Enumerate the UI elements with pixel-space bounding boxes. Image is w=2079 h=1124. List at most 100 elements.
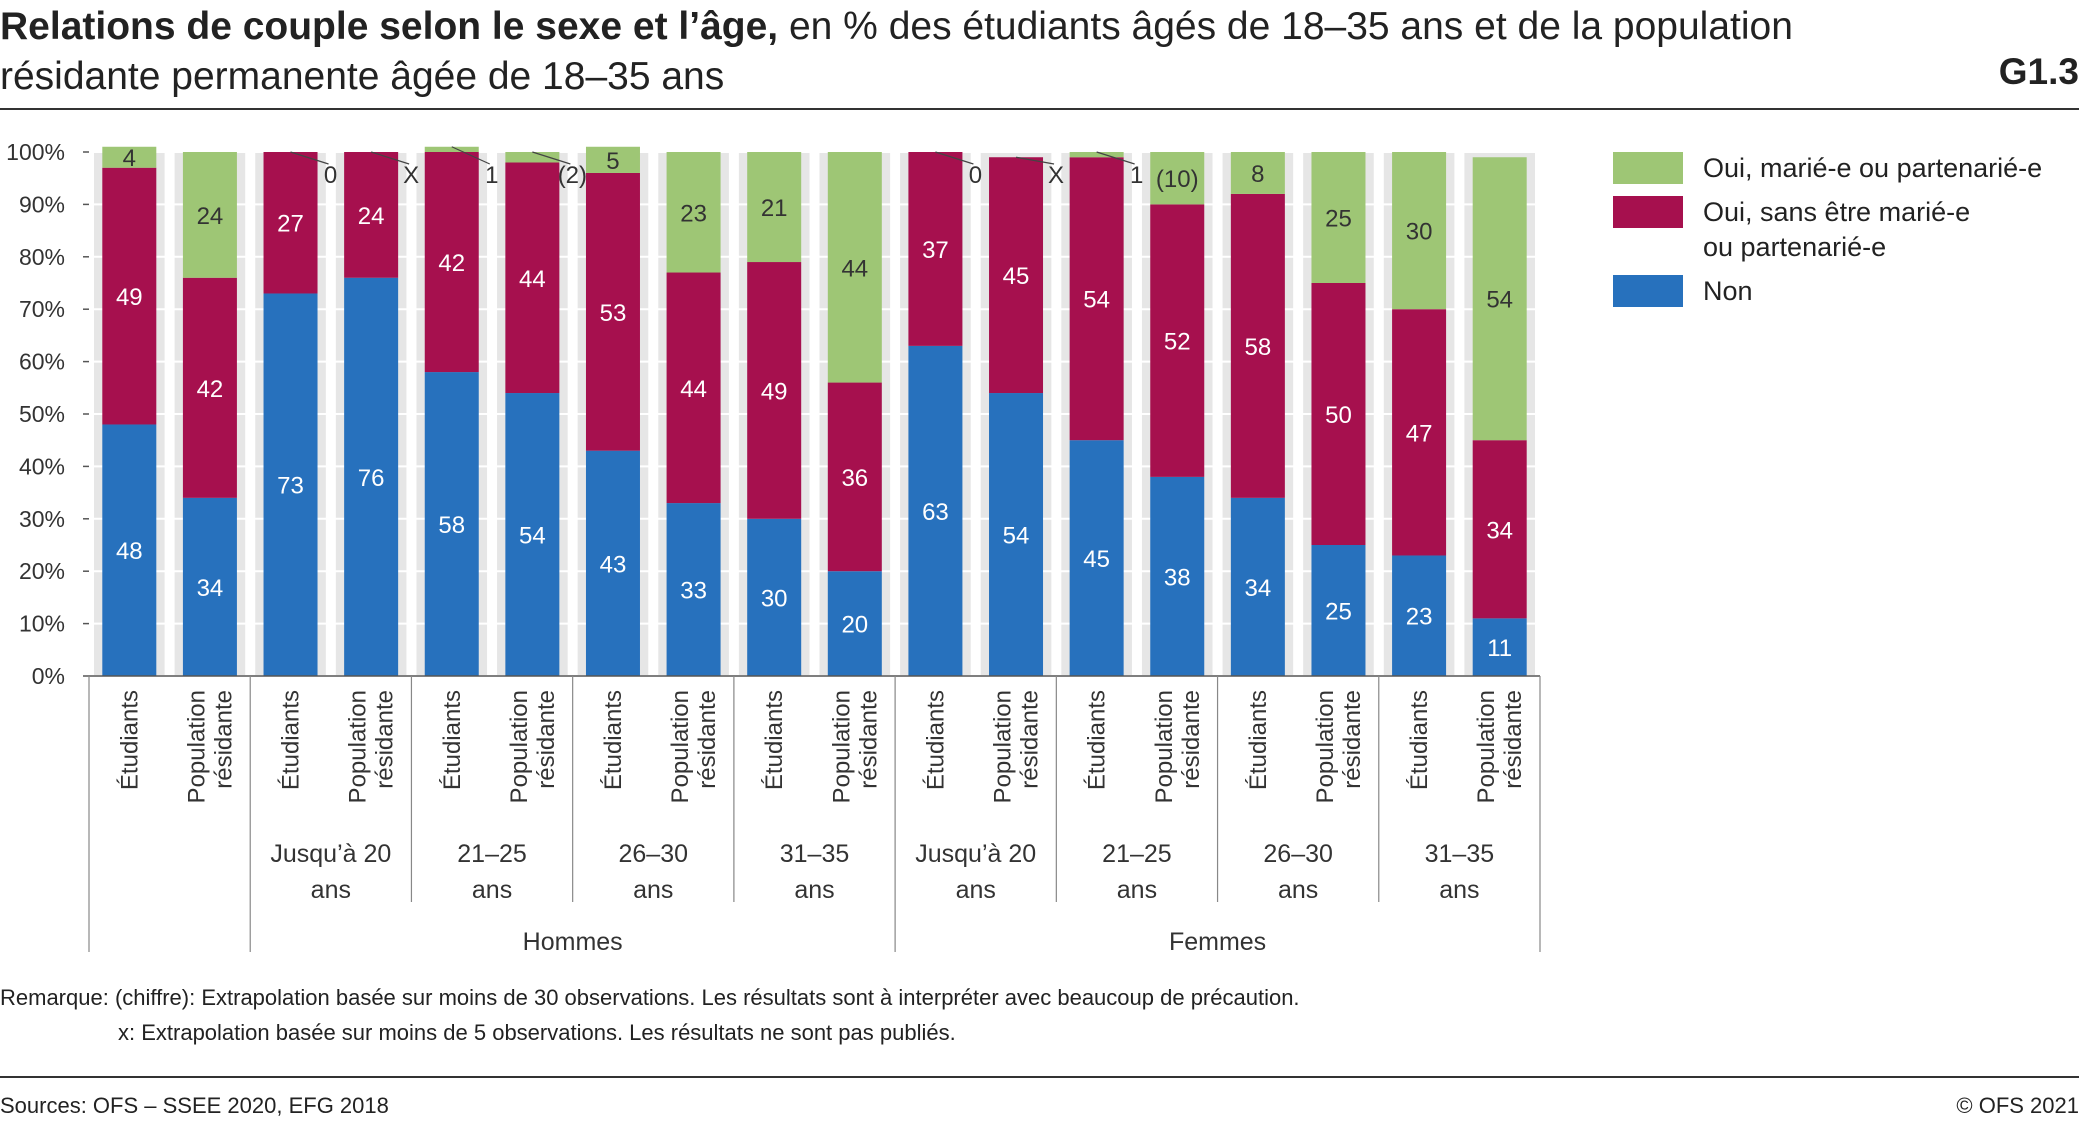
bar-segment <box>827 571 882 676</box>
age-group-label: 31–35 <box>1425 840 1495 868</box>
bar-segment <box>1472 440 1527 619</box>
data-label: 53 <box>600 300 627 327</box>
chart-title-bold: Relations de couple selon le sexe et l’â… <box>0 5 779 48</box>
y-tick-label: 20% <box>19 558 65 584</box>
bar-segment <box>666 503 721 676</box>
bar-segment <box>585 172 640 451</box>
bar-segment <box>1392 152 1447 310</box>
sex-group-label: Femmes <box>1169 928 1266 956</box>
bar-segment <box>747 262 802 519</box>
y-tick-label: 100% <box>6 139 65 165</box>
legend-label-non: Non <box>1703 276 1753 306</box>
y-tick-label: 90% <box>19 191 65 217</box>
age-group-label: 21–25 <box>1102 840 1172 868</box>
bar-segment <box>1472 157 1527 441</box>
age-group-label: Jusqu’à 20 <box>270 840 391 868</box>
legend-label-couple: Oui, sans être marié-e ou partenarié-e <box>1703 195 1970 265</box>
data-label: 30 <box>1406 219 1433 246</box>
category-label: Populationrésidante <box>345 690 399 803</box>
chart-title: Relations de couple selon le sexe et l’â… <box>0 2 1820 102</box>
bar-segment <box>1472 618 1527 676</box>
age-group-label: 26–30 <box>619 840 689 868</box>
bar-segment <box>1069 440 1124 676</box>
data-label: (10) <box>1156 166 1199 193</box>
legend-item-married: Oui, marié-e ou partenarié-e <box>1613 152 2042 186</box>
sex-group-label: Hommes <box>523 928 623 956</box>
bar-segment <box>424 372 479 676</box>
leader-line <box>1096 151 1135 165</box>
bar-segment <box>1392 309 1447 556</box>
data-label: 58 <box>1245 334 1272 361</box>
data-label: 20 <box>841 612 868 639</box>
data-label: 48 <box>116 538 143 565</box>
legend-swatch-non <box>1613 275 1683 307</box>
data-label: X <box>403 162 419 189</box>
bar-segment <box>505 393 560 676</box>
chart-title-rest: en % des étudiants âgés de 18–35 ans et … <box>0 5 1793 98</box>
data-label: 23 <box>1406 604 1433 631</box>
bar-segment <box>666 152 721 273</box>
age-group-label: ans <box>1439 876 1479 904</box>
bar-segment <box>505 162 560 394</box>
bar-segment <box>827 152 882 383</box>
data-label: 63 <box>922 499 949 526</box>
data-label: 44 <box>519 266 546 293</box>
category-label: Étudiants <box>278 690 305 790</box>
data-label: 45 <box>1083 546 1110 573</box>
data-label: 42 <box>197 376 224 403</box>
data-label: 54 <box>1003 523 1030 550</box>
age-group-label: 21–25 <box>457 840 527 868</box>
data-label: 54 <box>1083 287 1110 314</box>
bar-segment <box>424 146 479 152</box>
y-tick-label: 30% <box>19 506 65 532</box>
legend-swatch-couple <box>1613 196 1683 228</box>
bar-segment <box>102 167 157 425</box>
data-label: (2) <box>558 162 587 189</box>
bottom-rule <box>0 1076 2079 1078</box>
category-label: Populationrésidante <box>1473 690 1527 803</box>
bar-segment <box>989 157 1044 394</box>
bar-segment <box>102 424 157 676</box>
y-tick-label: 70% <box>19 296 65 322</box>
data-label: 47 <box>1406 420 1433 447</box>
y-tick-label: 80% <box>19 244 65 270</box>
bar-segment <box>1392 555 1447 676</box>
data-label: 43 <box>600 551 627 578</box>
bar-segment <box>1150 204 1205 477</box>
bar-segment <box>585 450 640 676</box>
data-label: 42 <box>438 250 465 277</box>
bar-segment <box>1150 152 1205 205</box>
category-label: Étudiants <box>761 690 788 790</box>
data-label: 38 <box>1164 564 1191 591</box>
data-label: 11 <box>1487 635 1512 662</box>
leader-line <box>370 151 410 165</box>
age-group-label: ans <box>1278 876 1318 904</box>
data-label: 1 <box>485 162 498 189</box>
category-label: Étudiants <box>116 690 143 790</box>
bar-segment <box>1230 497 1285 676</box>
copyright: © OFS 2021 <box>1956 1093 2079 1118</box>
bar-segment <box>666 272 721 504</box>
bar-segment <box>182 152 237 278</box>
bar-segment <box>908 345 963 676</box>
stacked-bar-chart: 0%10%20%30%40%50%60%70%80%90%100%4849434… <box>6 139 1541 956</box>
legend-label-married: Oui, marié-e ou partenarié-e <box>1703 153 2043 183</box>
age-group-label: ans <box>311 876 351 904</box>
category-label: Populationrésidante <box>990 690 1044 803</box>
remarks: Remarque: (chiffre): Extrapolation basée… <box>0 980 1300 1050</box>
top-rule <box>0 108 2079 110</box>
category-label: Populationrésidante <box>1312 690 1366 803</box>
data-label: 37 <box>922 237 949 264</box>
data-label: 45 <box>1003 263 1030 290</box>
bar-segment <box>1311 152 1366 283</box>
leader-line <box>532 151 571 165</box>
category-label: Étudiants <box>1084 690 1111 790</box>
category-label: Populationrésidante <box>183 690 237 803</box>
data-label: 5 <box>606 148 619 175</box>
age-group-label: ans <box>1117 876 1157 904</box>
data-label: 52 <box>1164 329 1191 356</box>
category-label: Étudiants <box>439 690 466 790</box>
bar-segment <box>263 293 318 676</box>
data-label: 54 <box>519 523 546 550</box>
age-group-label: ans <box>472 876 512 904</box>
